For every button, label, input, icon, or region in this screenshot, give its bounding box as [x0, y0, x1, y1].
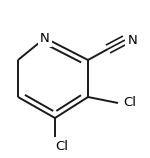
Text: N: N — [128, 33, 138, 46]
Text: Cl: Cl — [55, 140, 68, 152]
Text: Cl: Cl — [123, 97, 136, 109]
Text: N: N — [40, 31, 50, 45]
